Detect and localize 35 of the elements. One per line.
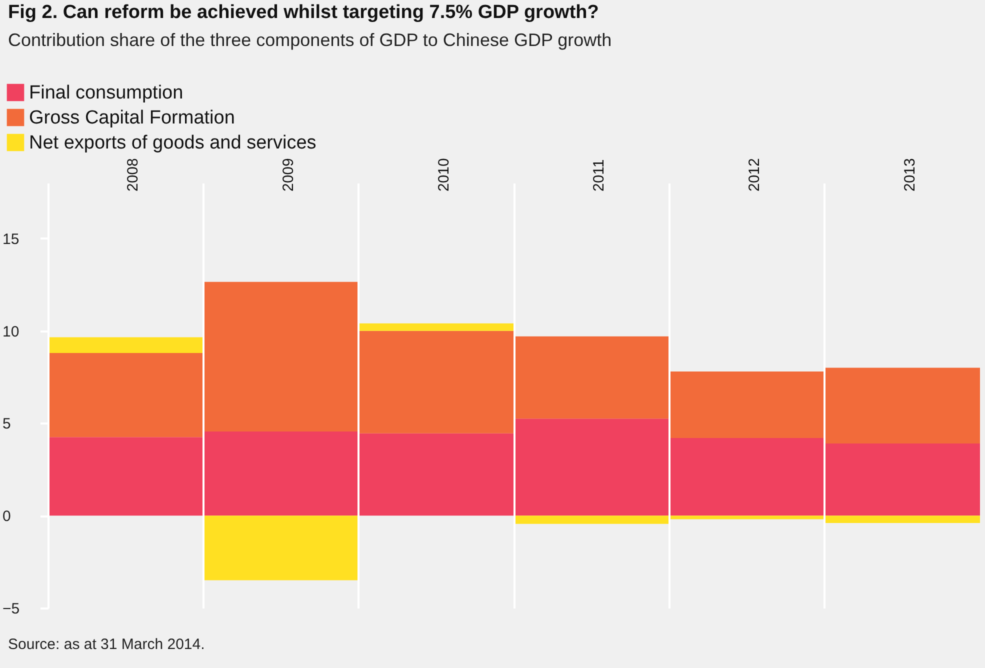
y-tick-label: 10	[2, 323, 20, 340]
bar	[669, 438, 825, 516]
bar	[824, 444, 980, 516]
bar	[669, 371, 825, 438]
chart-title: Fig 2. Can reform be achieved whilst targeting 7.5% GDP growth?	[8, 2, 599, 24]
legend-label: Gross Capital Formation	[29, 108, 235, 128]
x-tick-label: 2010	[435, 158, 452, 192]
legend-label: Final consumption	[29, 82, 184, 104]
bar	[669, 516, 825, 520]
bar	[48, 437, 204, 516]
bar	[514, 516, 670, 524]
bar	[824, 516, 980, 523]
y-tick-label: −5	[2, 600, 20, 618]
chart-subtitle: Contribution share of the three components of GDP to Chinese GDP growth	[8, 30, 612, 51]
x-tick-label: 2009	[280, 158, 297, 192]
y-tick-label: 0	[2, 508, 11, 526]
y-tick-label: 5	[2, 416, 11, 433]
bar	[358, 323, 514, 331]
y-tick-label: 15	[2, 230, 20, 248]
bar	[48, 337, 204, 353]
bar	[203, 282, 359, 432]
source-note: Source: as at 31 March 2014.	[8, 636, 205, 653]
x-tick-label: 2013	[901, 158, 918, 192]
bar	[358, 330, 514, 434]
x-tick-label: 2011	[590, 159, 608, 192]
x-tick-label: 2008	[124, 158, 142, 192]
bar	[514, 418, 670, 516]
legend-label: Net exports of goods and services	[29, 132, 316, 154]
bar	[824, 368, 980, 444]
bar	[514, 336, 670, 419]
bar	[203, 516, 359, 580]
bar	[203, 432, 359, 516]
bar	[358, 433, 514, 516]
x-tick-label: 2012	[746, 158, 763, 192]
bar	[48, 353, 204, 438]
